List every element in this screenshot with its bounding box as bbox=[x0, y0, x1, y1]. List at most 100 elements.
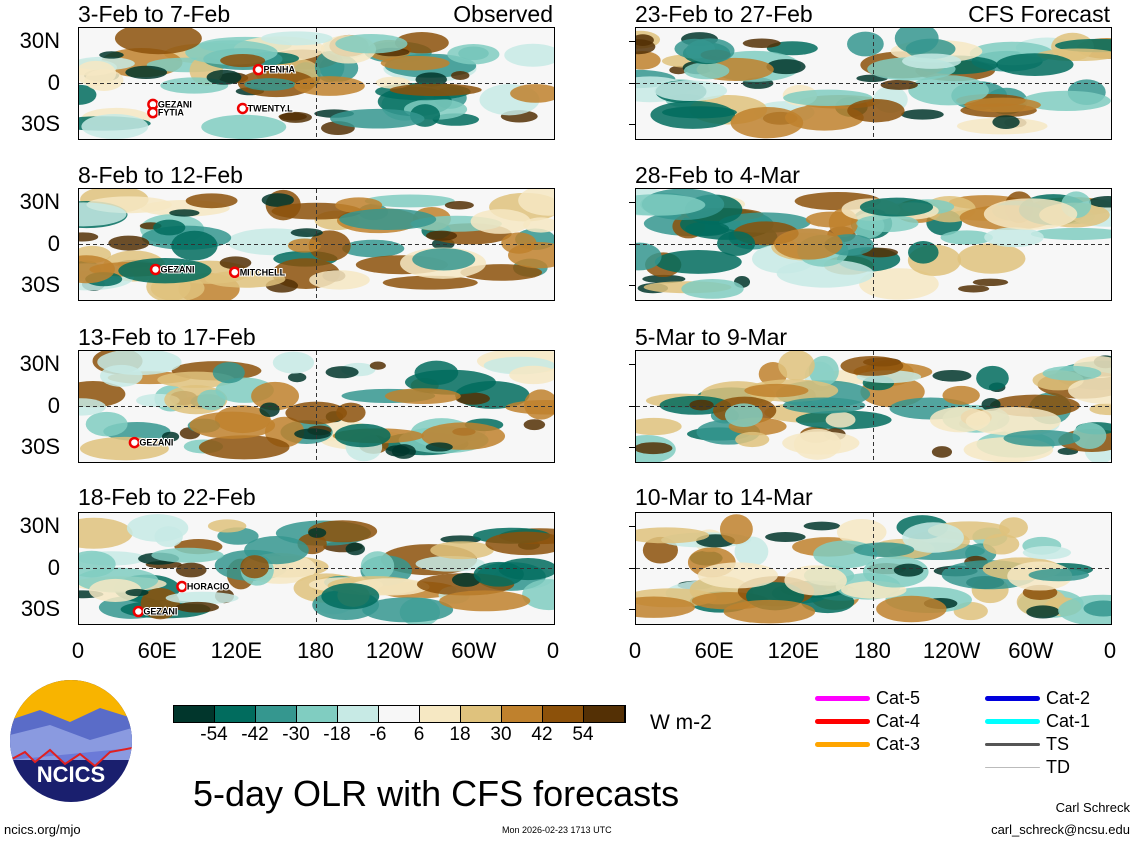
storm-label: FYTIA bbox=[158, 108, 184, 118]
olr-anomaly-blob bbox=[876, 595, 947, 623]
olr-anomaly-blob bbox=[685, 221, 730, 237]
olr-anomaly-blob bbox=[825, 411, 856, 428]
storm-marker bbox=[176, 580, 188, 593]
olr-anomaly-blob bbox=[261, 31, 333, 46]
storm-label: GEZANI bbox=[158, 99, 192, 109]
olr-anomaly-blob bbox=[414, 360, 459, 385]
y-tick-label: 0 bbox=[47, 392, 60, 418]
olr-anomaly-blob bbox=[662, 106, 737, 119]
legend-line-swatch bbox=[985, 767, 1040, 768]
footer-timestamp: Mon 2026-02-23 1713 UTC bbox=[502, 825, 612, 835]
x-tick-label: 0 bbox=[546, 638, 560, 663]
y-tick bbox=[629, 363, 635, 365]
storm-marker bbox=[132, 605, 145, 618]
olr-anomaly-blob bbox=[88, 578, 142, 603]
olr-anomaly-blob bbox=[929, 406, 991, 433]
olr-anomaly-blob bbox=[983, 198, 1078, 230]
x-tick-label: 120E bbox=[210, 638, 263, 663]
y-tick-label: 30N bbox=[19, 350, 60, 376]
olr-anomaly-blob bbox=[965, 407, 1061, 436]
x-tick-label: 60E bbox=[137, 638, 177, 663]
legend-label: TS bbox=[1046, 734, 1070, 754]
olr-anomaly-blob bbox=[151, 547, 224, 563]
olr-anomaly-blob bbox=[784, 565, 847, 596]
olr-anomaly-blob bbox=[364, 194, 455, 208]
olr-anomaly-blob bbox=[636, 242, 662, 271]
storm-label: TWENTY.L bbox=[248, 103, 293, 113]
olr-anomaly-blob bbox=[308, 230, 351, 262]
x-tick-label: 60W bbox=[1008, 638, 1054, 663]
olr-anomaly-blob bbox=[776, 259, 874, 288]
olr-anomaly-blob bbox=[261, 193, 294, 207]
olr-anomaly-blob bbox=[425, 230, 458, 241]
olr-anomaly-blob bbox=[636, 194, 706, 216]
olr-anomaly-blob bbox=[330, 108, 425, 129]
footer-email[interactable]: carl_schreck@ncsu.edu bbox=[991, 822, 1130, 837]
olr-anomaly-blob bbox=[345, 542, 366, 556]
olr-anomaly-blob bbox=[932, 369, 972, 382]
olr-map-panel bbox=[635, 350, 1112, 463]
olr-anomaly-blob bbox=[964, 97, 1041, 113]
olr-anomaly-blob bbox=[654, 80, 728, 101]
legend-line-swatch bbox=[815, 742, 870, 747]
olr-anomaly-blob bbox=[161, 431, 180, 442]
colorbar-swatch bbox=[256, 706, 297, 722]
x-tick-label: 120W bbox=[922, 638, 981, 663]
y-tick-label: 0 bbox=[47, 230, 60, 256]
colorbar-swatch bbox=[543, 706, 584, 722]
olr-anomaly-blob bbox=[636, 417, 682, 436]
legend-label: Cat-1 bbox=[1046, 711, 1091, 731]
colorbar-tick-label: -30 bbox=[282, 724, 310, 745]
olr-anomaly-blob bbox=[79, 232, 99, 242]
logo-text: NCICS bbox=[36, 762, 106, 787]
olr-anomaly-blob bbox=[719, 514, 753, 545]
olr-anomaly-blob bbox=[335, 34, 408, 54]
olr-anomaly-blob bbox=[389, 83, 482, 97]
ncics-logo: NCICS bbox=[10, 680, 132, 802]
storm-marker bbox=[252, 63, 265, 76]
olr-anomaly-blob bbox=[375, 76, 411, 89]
legend-item: Cat-4 bbox=[815, 711, 920, 732]
olr-anomaly-blob bbox=[79, 84, 97, 105]
olr-anomaly-blob bbox=[198, 435, 290, 460]
olr-anomaly-blob bbox=[278, 112, 307, 121]
olr-map-panel: HORACIO GEZANI bbox=[78, 512, 555, 625]
olr-anomaly-blob bbox=[681, 279, 744, 299]
olr-anomaly-blob bbox=[84, 69, 124, 91]
legend-label: Cat-5 bbox=[876, 688, 921, 708]
olr-anomaly-blob bbox=[723, 599, 816, 624]
olr-anomaly-blob bbox=[334, 423, 391, 448]
colorbar-swatch bbox=[338, 706, 379, 722]
olr-anomaly-blob bbox=[455, 392, 490, 405]
storm-marker bbox=[149, 263, 162, 276]
olr-anomaly-blob bbox=[992, 115, 1020, 130]
olr-map-panel: GEZANI bbox=[78, 350, 555, 463]
colorbar-tick-label: -54 bbox=[200, 724, 228, 745]
map-svg bbox=[636, 28, 1111, 139]
olr-anomaly-blob bbox=[175, 562, 207, 578]
olr-anomaly-blob bbox=[522, 579, 554, 611]
olr-anomaly-blob bbox=[683, 62, 730, 80]
olr-anomaly-blob bbox=[444, 201, 474, 210]
olr-anomaly-blob bbox=[80, 436, 169, 461]
legend-label: Cat-4 bbox=[876, 711, 921, 731]
panel-label: CFS Forecast bbox=[968, 1, 1110, 27]
olr-anomaly-blob bbox=[765, 532, 806, 543]
olr-anomaly-blob bbox=[79, 398, 106, 416]
colorbar-tick-label: -6 bbox=[369, 724, 387, 745]
colorbar-tick-label: 30 bbox=[490, 724, 512, 745]
olr-anomaly-blob bbox=[79, 517, 133, 549]
legend-line-swatch bbox=[985, 743, 1040, 746]
olr-anomaly-blob bbox=[81, 113, 149, 139]
colorbar-swatch bbox=[461, 706, 502, 722]
footer-url[interactable]: ncics.org/mjo bbox=[4, 822, 81, 837]
olr-anomaly-blob bbox=[201, 114, 287, 139]
olr-anomaly-blob bbox=[893, 563, 924, 577]
olr-map-panel: PENHA GEZANI FYTIA TWENTY.L bbox=[78, 27, 555, 140]
olr-anomaly-blob bbox=[339, 208, 437, 231]
storm-label: PENHA bbox=[263, 65, 295, 75]
olr-anomaly-blob bbox=[853, 542, 915, 558]
olr-map-panel bbox=[635, 27, 1112, 140]
olr-anomaly-blob bbox=[308, 520, 378, 543]
olr-anomaly-blob bbox=[342, 239, 405, 258]
